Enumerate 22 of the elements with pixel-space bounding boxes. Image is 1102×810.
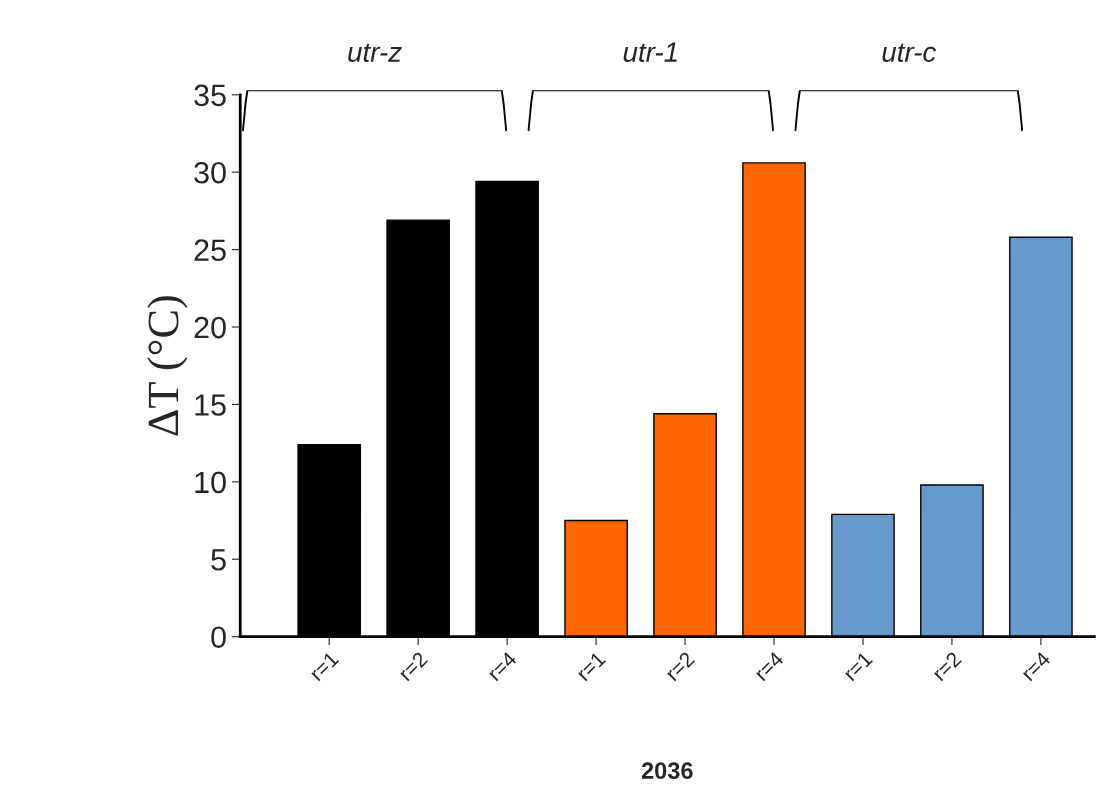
y-tick-label: 15 (195, 394, 226, 416)
y-axis-title: ΔT (°C) (147, 296, 188, 436)
y-tick-label: 5 (211, 549, 226, 571)
x-tick-label: r=2 (397, 650, 429, 682)
x-axis-title: 2036 (641, 762, 693, 780)
y-tick-label: 30 (194, 161, 226, 184)
x-tick-label: r=2 (931, 650, 962, 682)
x-tick-label: r=1 (309, 651, 340, 682)
text: utr-z (348, 43, 402, 62)
x-tick-label: r=1 (842, 651, 873, 682)
y-tick-label: 25 (194, 239, 226, 261)
x-tick-label: r=4 (486, 650, 518, 682)
y-tick-label: 0 (211, 626, 226, 649)
x-tick-label: r=2 (664, 650, 695, 682)
y-tick-label: 35 (194, 84, 226, 107)
text: utr-c (882, 43, 937, 62)
y-tick-label: 10 (195, 471, 226, 494)
x-tick-label: r=4 (753, 650, 785, 682)
x-tick-label: r=4 (1020, 650, 1052, 682)
text: utr-1 (623, 42, 677, 62)
x-tick-label: r=1 (575, 651, 607, 682)
y-tick-label: 20 (194, 316, 226, 339)
